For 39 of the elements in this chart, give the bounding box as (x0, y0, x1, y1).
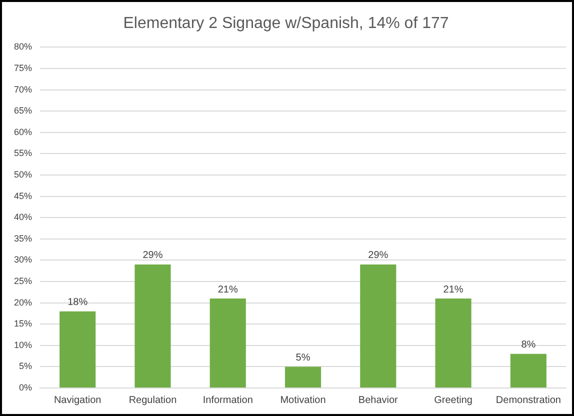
y-tick-label: 70% (14, 84, 32, 94)
x-tick-label: Demonstration (496, 394, 561, 406)
data-label: 18% (68, 297, 88, 308)
y-tick-label: 35% (14, 233, 32, 244)
y-tick-label: 30% (14, 254, 32, 265)
y-tick-label: 65% (14, 106, 32, 116)
x-tick-label: Motivation (280, 394, 326, 406)
data-label: 5% (296, 352, 310, 364)
bar (210, 298, 246, 388)
data-label: 21% (443, 284, 464, 296)
x-tick-label: Information (202, 394, 253, 406)
x-tick-label: Greeting (434, 394, 472, 406)
bar (284, 366, 322, 388)
bar (435, 298, 472, 388)
x-tick-label: Navigation (54, 394, 102, 406)
y-tick-label: 50% (14, 169, 32, 180)
y-tick-label: 40% (14, 212, 32, 222)
chart-title: Elementary 2 Signage w/Spanish, 14% of 177 (123, 15, 449, 32)
y-tick-label: 60% (14, 126, 32, 137)
y-tick-label: 0% (19, 382, 32, 392)
y-tick-label: 75% (14, 62, 32, 73)
data-label: 29% (142, 250, 163, 262)
y-tick-label: 55% (14, 148, 32, 158)
bar (60, 311, 96, 388)
y-tick-label: 80% (14, 42, 32, 52)
bar (134, 264, 171, 388)
x-tick-label: Behavior (358, 394, 399, 406)
y-tick-label: 15% (14, 318, 32, 329)
bar (360, 264, 396, 388)
bar (510, 354, 546, 388)
x-tick-label: Regulation (128, 394, 177, 406)
y-tick-label: 5% (19, 361, 32, 372)
y-tick-label: 10% (14, 340, 32, 350)
y-tick-label: 45% (14, 190, 32, 201)
y-tick-label: 20% (14, 297, 32, 308)
data-label: 29% (368, 250, 388, 262)
data-label: 8% (521, 340, 536, 351)
y-tick-label: 25% (14, 276, 32, 286)
data-label: 21% (218, 284, 238, 296)
